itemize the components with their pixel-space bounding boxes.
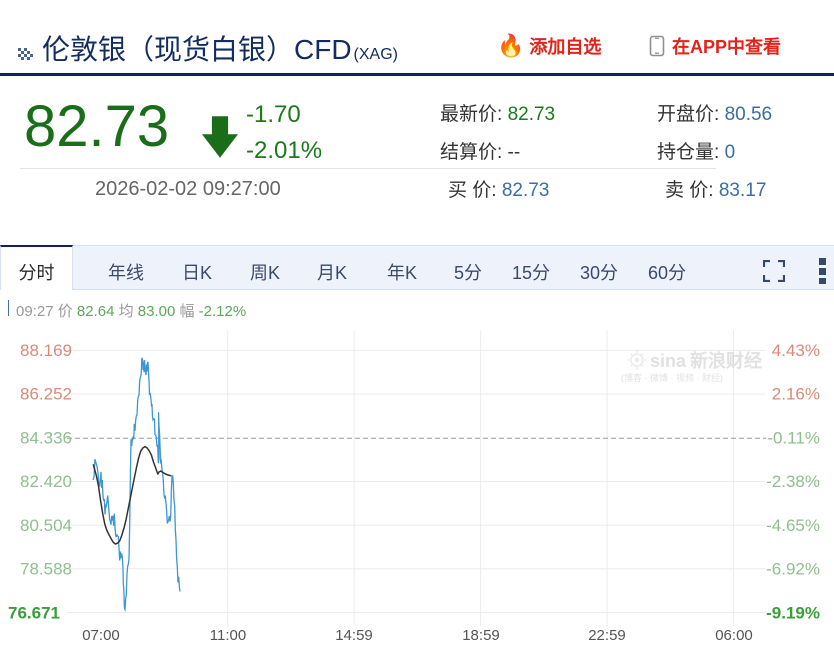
svg-text:06:00: 06:00	[715, 627, 753, 644]
svg-text:-9.19%: -9.19%	[766, 603, 820, 622]
svg-text:4.43%: 4.43%	[772, 341, 820, 360]
svg-text:22:59: 22:59	[588, 627, 626, 644]
svg-text:82.420: 82.420	[20, 472, 72, 491]
svg-text:07:00: 07:00	[82, 627, 120, 644]
svg-text:2.16%: 2.16%	[772, 385, 820, 404]
svg-text:-2.38%: -2.38%	[766, 472, 820, 491]
svg-text:-4.65%: -4.65%	[766, 516, 820, 535]
svg-text:sina: sina	[650, 351, 687, 371]
svg-text:88.169: 88.169	[20, 341, 72, 360]
svg-text:14:59: 14:59	[335, 627, 373, 644]
svg-text:86.252: 86.252	[20, 385, 72, 404]
svg-text:新浪财经: 新浪财经	[690, 350, 762, 371]
svg-text:(博客 · 微博 · 视频 · 财经): (博客 · 微博 · 视频 · 财经)	[621, 372, 723, 383]
svg-text:76.671: 76.671	[8, 603, 60, 622]
svg-text:18:59: 18:59	[462, 627, 500, 644]
svg-text:78.588: 78.588	[20, 560, 72, 579]
svg-text:11:00: 11:00	[210, 627, 246, 644]
svg-text:84.336: 84.336	[20, 429, 72, 448]
svg-text:-0.11%: -0.11%	[767, 429, 820, 448]
svg-text:80.504: 80.504	[20, 516, 72, 535]
svg-text:-6.92%: -6.92%	[766, 560, 820, 579]
